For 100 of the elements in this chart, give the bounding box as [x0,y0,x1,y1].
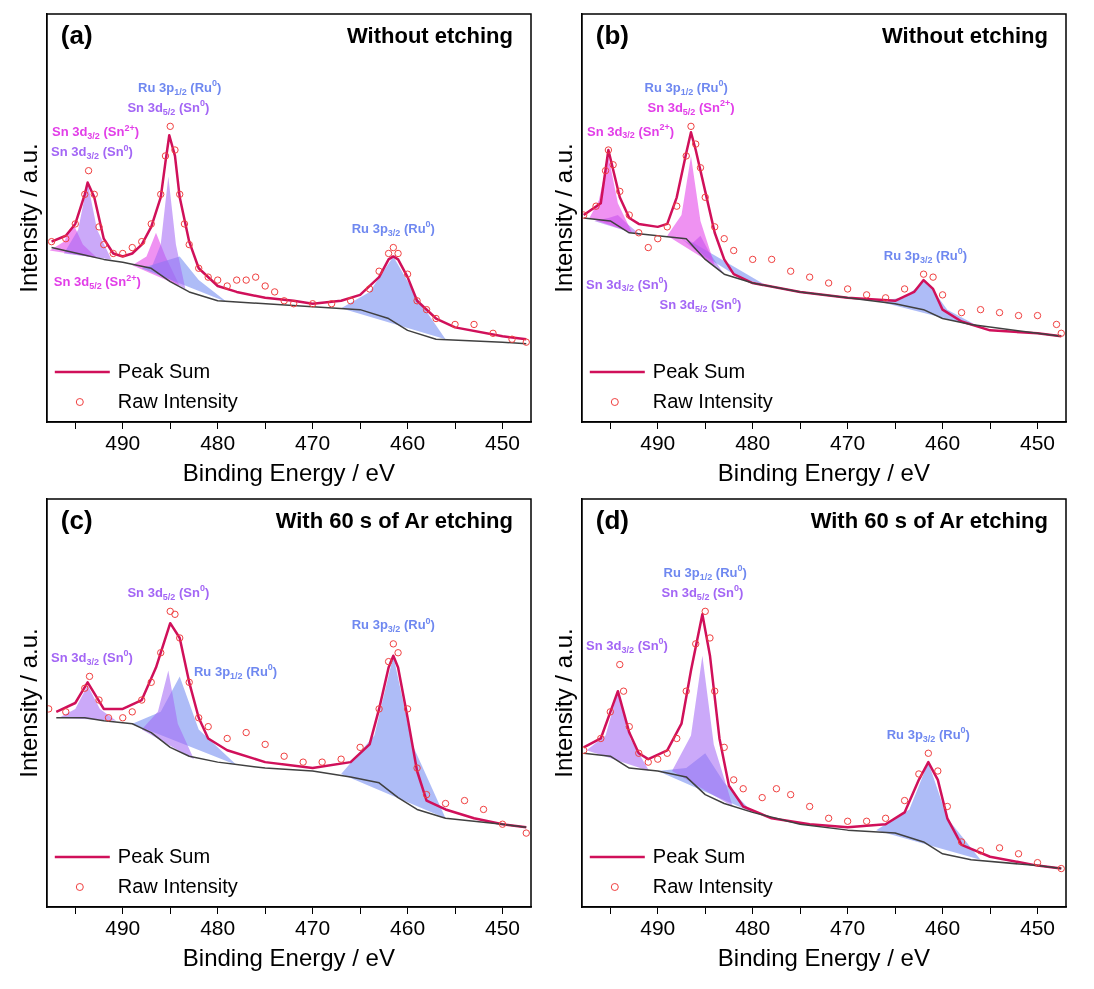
point [185,678,193,686]
x-tick-label: 480 [735,431,771,455]
point [176,190,184,199]
point [90,190,98,199]
point [843,285,852,293]
point [280,297,288,305]
point [460,796,469,805]
point [619,687,628,695]
point [943,802,952,811]
point [995,844,1004,852]
point [394,649,402,657]
point [375,267,383,275]
point [337,755,345,763]
point [786,267,795,275]
point [176,634,184,642]
point [389,243,398,252]
y-axis-title: Intensity / a.u. [550,143,578,293]
point [687,122,695,131]
point [62,235,70,243]
point [441,799,450,808]
legend-label: Raw Intensity [117,874,238,897]
point [232,276,241,284]
point [138,696,146,704]
point [308,300,317,308]
point [957,308,966,317]
point [508,335,516,343]
point [625,211,633,219]
point [701,193,709,201]
point [938,291,947,299]
point [81,684,89,692]
point [171,610,179,618]
text: (b) [595,20,629,51]
point [95,223,103,231]
y-axis-title: Intensity / a.u. [550,628,578,778]
point [635,229,643,237]
point [394,249,402,258]
point [195,264,203,272]
x-tick-label: 470 [295,916,331,940]
point [85,672,94,681]
point [711,223,719,231]
point [805,273,814,281]
point [730,246,738,255]
point [682,152,690,160]
point [213,276,222,284]
text: (d) [595,505,629,536]
point [185,240,193,249]
x-axis-title: Binding Energy / eV [717,944,930,972]
point [900,285,909,293]
x-tick-label: 490 [640,916,676,940]
point [929,273,937,281]
x-tick-label: 460 [925,431,961,455]
point [166,122,174,131]
x-tick-label: 460 [390,916,426,940]
x-tick-label: 470 [830,431,866,455]
point [601,167,610,175]
point [223,734,231,743]
x-tick-label: 450 [484,431,521,455]
point [915,770,923,778]
point [581,746,588,754]
point [128,708,136,716]
point [522,338,530,346]
point [171,146,179,154]
point [71,220,79,228]
point [1033,311,1042,320]
point [616,187,624,196]
point [157,190,165,199]
point [489,329,497,337]
point [498,820,507,828]
x-tick-label: 480 [735,916,771,940]
chart-title: With 60 s of Ar etching [810,508,1048,534]
point [327,300,336,308]
point [1033,858,1042,867]
point [251,273,260,281]
point [204,722,212,731]
point [180,220,189,228]
point [692,640,700,648]
x-tick-label: 490 [640,431,676,455]
point [711,687,719,695]
point [280,752,288,760]
x-axis-title: Binding Energy / eV [182,459,395,487]
point [805,802,814,811]
point [597,734,605,743]
point [758,793,766,802]
point [748,255,757,264]
point [403,705,412,713]
point [644,243,652,252]
point [46,705,53,713]
point [739,785,747,793]
point [422,790,431,799]
point [470,320,478,329]
point [242,276,250,284]
point [692,140,700,148]
point [654,235,662,243]
legend-label: Raw Intensity [117,389,238,412]
point [701,607,709,616]
point [995,308,1004,317]
point [957,838,966,846]
point [261,740,269,749]
legend-label: Raw Intensity [652,389,773,412]
x-tick-label: 470 [295,431,331,455]
